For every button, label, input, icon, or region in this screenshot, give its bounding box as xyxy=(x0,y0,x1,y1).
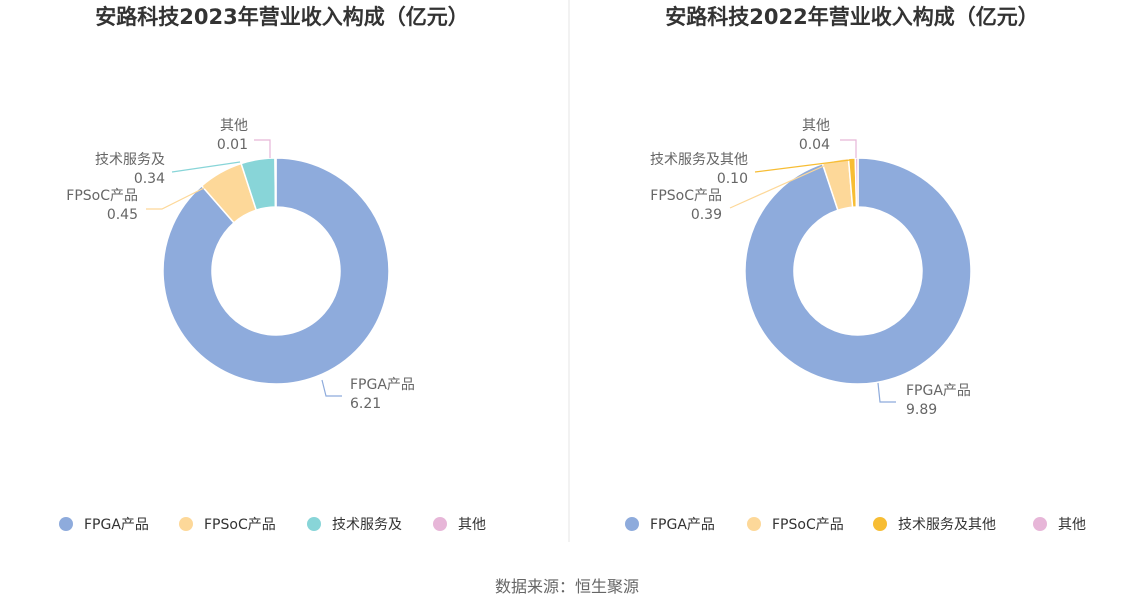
chart-panel-2022: 安路科技2022年营业收入构成（亿元） FPGA产品 9.89 FPSoC产品 0.3… xyxy=(625,5,1086,533)
legend-label[interactable]: 其他 xyxy=(1058,517,1086,533)
slice-label-value: 0.39 xyxy=(691,207,722,223)
leader-line xyxy=(254,139,271,158)
leader-line xyxy=(754,159,851,173)
legend-label[interactable]: FPGA产品 xyxy=(650,517,715,533)
legend-marker[interactable] xyxy=(433,517,447,531)
chart-panel-2023: 安路科技2023年营业收入构成（亿元） FPGA产品 6.21 FPSoC产品 0.4… xyxy=(59,5,486,533)
legend-marker[interactable] xyxy=(179,517,193,531)
legend-label[interactable]: FPGA产品 xyxy=(84,517,149,533)
legend-marker[interactable] xyxy=(1033,517,1047,531)
legend-label[interactable]: 技术服务及其他 xyxy=(898,517,996,533)
legend-2023: FPGA产品 FPSoC产品 技术服务及 其他 xyxy=(59,517,486,533)
leader-line xyxy=(146,185,209,210)
donut-2022 xyxy=(744,157,972,385)
chart-title-2023: 安路科技2023年营业收入构成（亿元） xyxy=(95,5,468,29)
legend-label[interactable]: FPSoC产品 xyxy=(772,517,844,533)
legend-marker[interactable] xyxy=(59,517,73,531)
slice-label-name: 技术服务及 xyxy=(95,152,165,168)
legend-marker[interactable] xyxy=(873,517,887,531)
slice-label-name: 其他 xyxy=(220,118,248,134)
data-source: 数据来源：恒生聚源 xyxy=(495,577,639,596)
legend-marker[interactable] xyxy=(307,517,321,531)
legend-2022: FPGA产品 FPSoC产品 技术服务及其他 其他 xyxy=(625,517,1086,533)
leader-line xyxy=(729,164,827,209)
legend-label[interactable]: 技术服务及 xyxy=(332,517,402,533)
slice-label-name: FPGA产品 xyxy=(350,377,415,393)
slice-label-name: 技术服务及其他 xyxy=(650,152,748,168)
slice-label-value: 0.45 xyxy=(107,207,138,223)
slice-labels-2022: FPGA产品 9.89 FPSoC产品 0.39 技术服务及其他 0.10 其他 0.04 xyxy=(650,118,971,418)
slice-label-value: 0.04 xyxy=(799,137,830,153)
slice-label-name: 其他 xyxy=(802,118,830,134)
donut-slice xyxy=(854,157,859,208)
leader-line xyxy=(321,379,342,397)
legend-label[interactable]: 其他 xyxy=(458,517,486,533)
legend-marker[interactable] xyxy=(747,517,761,531)
slice-label-value: 0.01 xyxy=(217,137,248,153)
slice-label-value: 9.89 xyxy=(906,402,937,418)
donut-slice xyxy=(744,157,972,385)
slice-labels-2023: FPGA产品 6.21 FPSoC产品 0.45 技术服务及 0.34 其他 0.01 xyxy=(66,118,415,412)
chart-title-2022: 安路科技2022年营业收入构成（亿元） xyxy=(665,5,1038,29)
slice-label-value: 0.34 xyxy=(134,171,165,187)
slice-label-name: FPSoC产品 xyxy=(66,188,138,204)
donut-slice xyxy=(162,157,390,385)
legend-marker[interactable] xyxy=(625,517,639,531)
slice-label-name: FPSoC产品 xyxy=(650,188,722,204)
slice-label-name: FPGA产品 xyxy=(906,383,971,399)
leader-line xyxy=(877,382,896,403)
slice-label-value: 6.21 xyxy=(350,396,381,412)
donut-slice xyxy=(274,157,277,208)
donut-2023 xyxy=(162,157,390,385)
leader-line xyxy=(171,161,241,173)
legend-label[interactable]: FPSoC产品 xyxy=(204,517,276,533)
slice-label-value: 0.10 xyxy=(717,171,748,187)
leader-line xyxy=(840,139,857,158)
